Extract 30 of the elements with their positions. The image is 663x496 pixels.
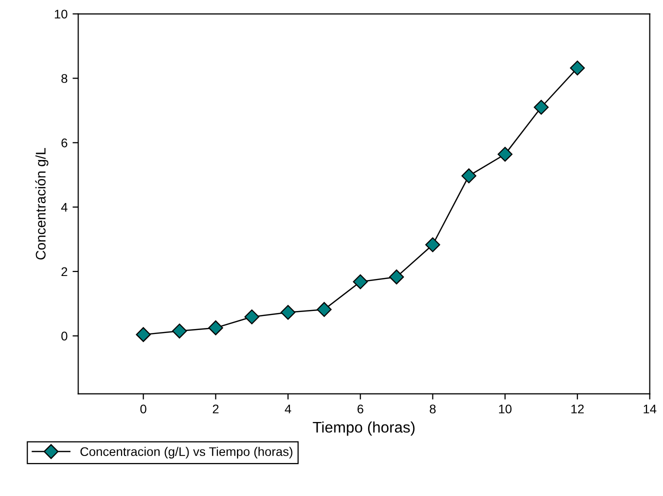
- y-axis-title: Concentración g/L: [35, 148, 48, 260]
- x-tick-label: 6: [358, 404, 364, 414]
- x-tick-label: 8: [430, 404, 436, 414]
- point: [208, 320, 224, 336]
- x-axis-title: Tiempo (horas): [312, 421, 415, 436]
- point: [570, 60, 585, 76]
- point: [136, 327, 151, 342]
- point: [498, 146, 512, 162]
- x-tick-label: 12: [571, 404, 584, 414]
- legend-label: Concentracion (g/L) vs Tiempo (horas): [80, 446, 292, 459]
- y-tick-label: 2: [61, 267, 68, 276]
- point: [389, 270, 404, 284]
- y-tick-label: 10: [54, 10, 68, 19]
- y-tick-label: 8: [61, 74, 68, 83]
- point: [425, 237, 440, 252]
- point: [172, 324, 187, 338]
- point: [534, 100, 549, 115]
- y-tick-label: 0: [61, 332, 68, 341]
- y-tick-label: 6: [62, 138, 68, 148]
- point: [352, 274, 368, 290]
- point: [461, 168, 476, 184]
- x-tick-label: 0: [140, 404, 146, 414]
- x-tick-label: 4: [284, 404, 292, 414]
- point: [244, 309, 260, 324]
- point: [316, 302, 332, 317]
- x-tick-label: 14: [644, 404, 656, 414]
- point: [280, 304, 296, 320]
- x-tick-label: 2: [212, 404, 219, 414]
- x-tick-label: 10: [499, 404, 512, 414]
- y-tick-label: 4: [61, 203, 68, 212]
